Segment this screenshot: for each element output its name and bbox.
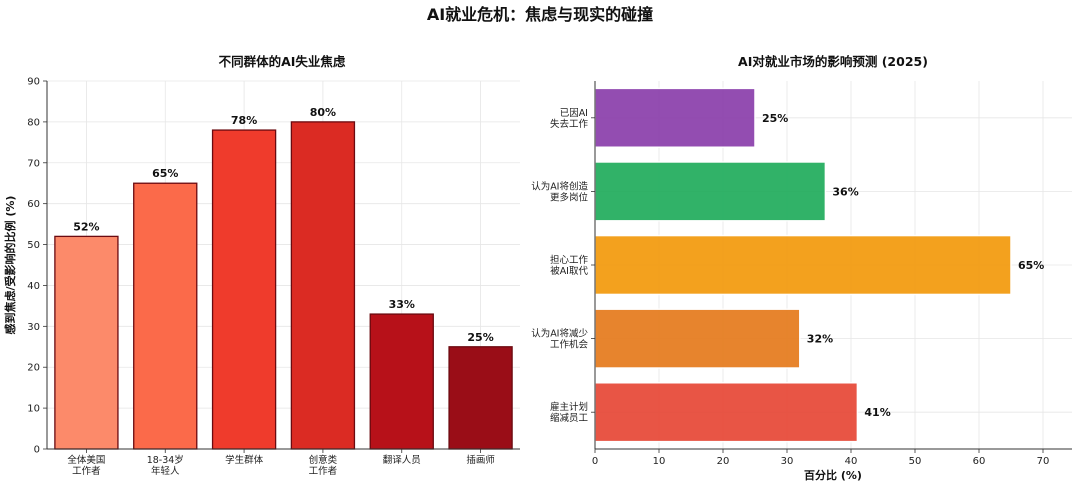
right-x-tick-label: 0	[592, 456, 598, 467]
right-x-tick-label: 10	[653, 456, 666, 467]
right-bar	[594, 87, 756, 148]
right-y-tick-label-line: 工作机会	[550, 339, 589, 351]
left-bar	[54, 235, 119, 450]
right-y-tick-label: 担心工作被AI取代	[550, 254, 589, 277]
left-y-tick-label: 30	[27, 322, 40, 333]
left-x-tick-label: 全体美国工作者	[67, 454, 105, 477]
right-y-tick-label-line: 认为AI将减少	[531, 328, 588, 340]
right-y-tick-label-line: 雇主计划	[550, 401, 588, 413]
left-x-tick-label: 插画师	[466, 454, 495, 466]
right-bar	[594, 382, 859, 443]
right-y-tick-label-line: 已因AI	[560, 108, 588, 119]
right-y-tick-label-line: 认为AI将创造	[531, 180, 588, 192]
right-bar-value-label: 65%	[1018, 259, 1044, 272]
left-bar	[369, 313, 434, 450]
left-y-tick-label: 50	[27, 240, 40, 251]
right-bar-value-label: 25%	[762, 112, 788, 125]
left-x-tick-label-line: 插画师	[466, 454, 495, 466]
right-chart-x-axis-label: 百分比 (%)	[804, 468, 862, 482]
left-bar	[448, 346, 513, 450]
left-bar-value-label: 33%	[389, 298, 415, 311]
left-bar-value-label: 25%	[467, 331, 493, 344]
left-x-tick-label-line: 18-34岁	[147, 454, 184, 466]
left-y-tick-label: 70	[27, 158, 40, 169]
left-x-tick-label: 创意类工作者	[309, 454, 338, 477]
left-x-tick-label-line: 全体美国	[67, 454, 105, 466]
left-y-tick-label: 0	[34, 445, 40, 456]
left-y-tick-label: 10	[27, 404, 40, 415]
right-bar-value-label: 32%	[807, 333, 833, 346]
right-bar	[594, 234, 1012, 296]
left-y-tick-label: 20	[27, 363, 40, 374]
right-x-tick-label: 50	[909, 456, 922, 467]
left-y-tick-label: 90	[27, 77, 40, 88]
figure-title: AI就业危机：焦虑与现实的碰撞	[427, 5, 653, 24]
left-x-tick-label-line: 工作者	[72, 465, 101, 477]
left-y-tick-label: 80	[27, 117, 40, 128]
right-chart-axes: 0 10 20 30 40 50 60 70 已因AI 失去工作认为AI将创造更多岗位担心工作被A…	[531, 81, 1072, 467]
right-bar	[594, 161, 827, 222]
left-bar-value-label: 78%	[231, 114, 257, 127]
right-y-tick-label-line: 更多岗位	[550, 191, 589, 203]
left-bar-value-label: 52%	[73, 220, 99, 233]
left-x-tick-label-line: 年轻人	[151, 465, 180, 477]
left-x-tick-label: 学生群体	[225, 454, 264, 466]
right-bar-value-label: 36%	[832, 185, 858, 198]
left-bar	[133, 182, 198, 450]
left-x-tick-label-line: 翻译人员	[383, 455, 421, 466]
left-y-tick-label: 60	[27, 199, 40, 210]
left-chart: 不同群体的AI失业焦虑 感到焦虑/受影响的比例 (%) 52% 65% 78% 80%…	[3, 54, 520, 477]
right-chart-bars: 25% 36% 65% 32% 41%	[594, 87, 1044, 443]
right-y-tick-label: 已因AI 失去工作	[550, 108, 589, 130]
left-chart-title: 不同群体的AI失业焦虑	[219, 54, 346, 69]
left-chart-bars: 52% 65% 78% 80% 33% 25%	[54, 106, 513, 450]
right-y-tick-label-line: 被AI取代	[550, 265, 588, 277]
right-y-tick-label: 认为AI将减少工作机会	[531, 328, 588, 351]
right-x-tick-label: 20	[717, 456, 730, 467]
right-chart-title: AI对就业市场的影响预测 (2025)	[738, 54, 928, 69]
right-y-tick-label: 雇主计划缩减员工	[550, 401, 589, 424]
left-chart-y-axis-label: 感到焦虑/受影响的比例 (%)	[3, 196, 17, 335]
left-x-tick-label-line: 创意类	[309, 454, 338, 466]
right-y-tick-label-line: 失去工作	[550, 118, 589, 130]
right-y-tick-label: 认为AI将创造更多岗位	[531, 180, 588, 203]
right-bar-value-label: 41%	[864, 406, 890, 419]
left-bar-value-label: 65%	[152, 167, 178, 180]
left-x-tick-label: 翻译人员	[383, 455, 421, 466]
right-x-tick-label: 70	[1037, 456, 1050, 467]
left-x-tick-label-line: 工作者	[309, 465, 338, 477]
right-y-tick-label-line: 缩减员工	[550, 412, 589, 424]
right-bar	[594, 308, 801, 369]
left-x-tick-label-line: 学生群体	[225, 454, 264, 466]
left-bar	[211, 129, 277, 450]
right-y-tick-label-line: 担心工作	[550, 254, 589, 266]
left-y-tick-label: 40	[27, 281, 40, 292]
right-x-tick-label: 30	[781, 456, 794, 467]
left-x-tick-label: 18-34岁年轻人	[147, 454, 184, 477]
right-x-tick-label: 60	[973, 456, 986, 467]
left-bar	[290, 121, 356, 450]
left-chart-axes: 0102030405060708090全体美国工作者18-34岁年轻人学生群体创…	[27, 77, 520, 477]
left-bar-value-label: 80%	[310, 106, 336, 119]
right-chart: AI对就业市场的影响预测 (2025) 百分比 (%) 25% 36% 65% 32%…	[531, 54, 1072, 482]
right-x-tick-label: 40	[845, 456, 858, 467]
